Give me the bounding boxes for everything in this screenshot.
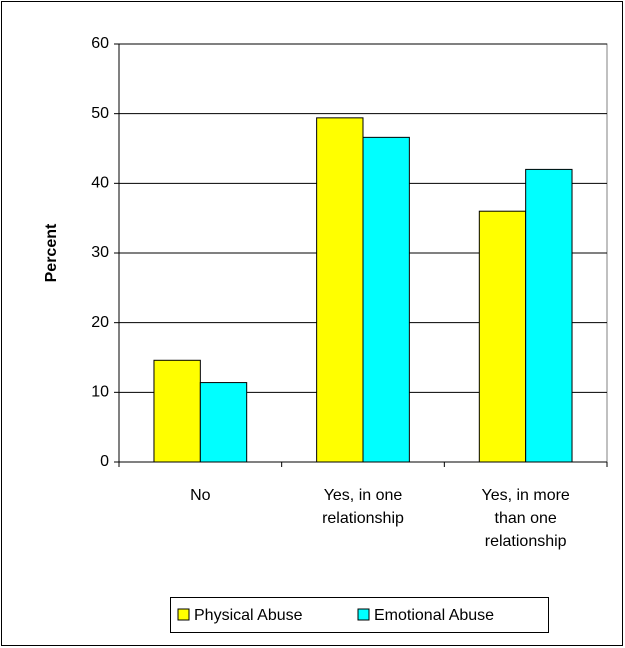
bar <box>316 117 364 463</box>
x-tick-label: Yes, in one relationship <box>322 487 404 527</box>
y-tick-label: 40 <box>91 175 109 192</box>
bar <box>153 359 201 463</box>
x-tick-label: No <box>190 487 211 504</box>
bar <box>362 136 410 463</box>
legend-marker <box>357 608 370 621</box>
y-tick-label: 0 <box>100 453 109 470</box>
y-tick-label: 60 <box>91 35 109 52</box>
y-tick-label: 50 <box>91 105 109 122</box>
bar <box>199 382 248 463</box>
x-tick-label: Yes, in more than one relationship <box>481 487 570 550</box>
y-tick-label: 30 <box>91 244 109 261</box>
legend-marker <box>177 608 190 621</box>
bar <box>478 210 527 463</box>
y-tick-label: 20 <box>91 314 109 331</box>
legend-label: Physical Abuse <box>194 607 303 624</box>
legend-box <box>170 597 549 633</box>
y-tick-label: 10 <box>91 384 109 401</box>
legend-label: Emotional Abuse <box>374 607 494 624</box>
y-axis-label: Percent <box>43 223 60 282</box>
bar <box>525 168 573 463</box>
